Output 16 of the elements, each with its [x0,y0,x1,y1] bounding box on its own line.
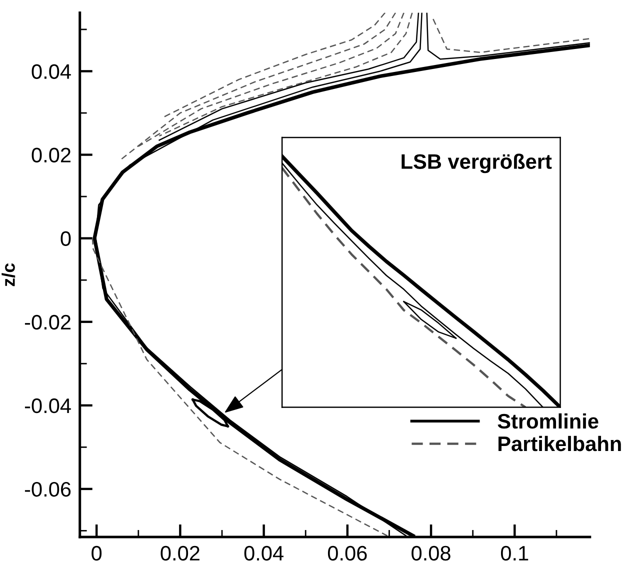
x-tick-label: 0.08 [412,546,450,561]
y-tick-label: 0 [60,231,71,246]
x-tick-label: 0.06 [328,546,367,561]
legend-label: Partikelbahn [498,436,621,452]
y-tick-label: -0.06 [24,482,71,497]
x-tick-label: 0.1 [500,546,528,561]
y-tick-label: -0.02 [24,314,70,330]
chart-title: LSB vergrößert [402,154,552,174]
y-tick-label: 0.04 [32,64,71,79]
legend-label: Stromlinie [498,413,598,429]
x-tick-label: 0 [92,546,102,561]
x-tick-label: 0.02 [160,546,200,561]
x-tick-label: 0.04 [244,546,284,561]
y-tick-label: -0.04 [24,398,71,414]
y-tick-label: 0.02 [32,148,70,163]
y-axis-title: z/c [2,263,16,286]
